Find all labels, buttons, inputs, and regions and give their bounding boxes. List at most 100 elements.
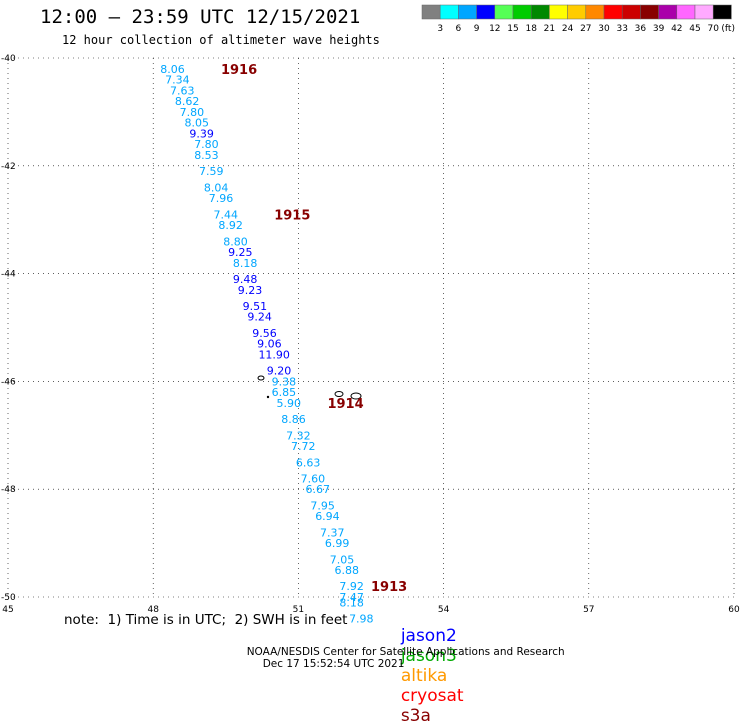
legend-swatch — [621, 4, 641, 20]
wave-height-label: 9.48 — [233, 273, 258, 286]
wave-height-label: 9.06 — [257, 338, 282, 351]
wave-height-label: 6.63 — [296, 456, 321, 469]
legend-swatch — [640, 4, 659, 20]
wave-height-label: 6.67 — [306, 483, 331, 496]
wave-height-chart: 45 48 51 54 57 60-40-42-44-46-48-50 8.067.347… — [1, 4, 740, 626]
legend-unit: (ft) — [721, 24, 735, 34]
wave-height-label: 9.56 — [252, 327, 277, 340]
legend-swatch — [676, 4, 696, 20]
legend-label: 15 — [507, 24, 518, 34]
wave-height-label: 8.05 — [185, 117, 210, 130]
legend-label: 42 — [671, 24, 682, 34]
legend-swatch — [694, 4, 714, 20]
legend-label: 3 — [437, 24, 443, 34]
footer-timestamp: Dec 17 15:52:54 UTC 2021 — [262, 658, 405, 670]
legend-label: 24 — [562, 24, 574, 34]
wave-height-label: 7.96 — [209, 192, 234, 205]
wave-height-label: 8.86 — [281, 413, 306, 426]
footer: NOAA/NESDIS Center for Satellite Applica… — [240, 634, 565, 670]
legend-label: 18 — [525, 24, 537, 34]
satellite-jason2: jason2 — [400, 626, 457, 646]
wave-height-label: 7.63 — [170, 84, 195, 97]
wave-height-label: 8.18 — [233, 257, 258, 270]
legend-label: 9 — [474, 24, 480, 34]
wave-height-label: 8.04 — [204, 181, 229, 194]
hour-label: 1915 — [274, 208, 310, 223]
wave-height-label: 9.25 — [228, 246, 253, 259]
footer-credit: NOAA/NESDIS Center for Satellite Applica… — [246, 646, 565, 658]
coastline-features — [257, 375, 362, 400]
wave-height-label: 7.92 — [339, 580, 364, 593]
x-tick-label: 48 — [147, 605, 159, 615]
wave-height-label: 7.98 — [349, 613, 374, 626]
legend-label: 36 — [635, 24, 647, 34]
wave-height-label: 6.94 — [315, 510, 340, 523]
wave-height-label: 6.99 — [325, 537, 350, 550]
wave-height-label: 7.80 — [180, 106, 205, 119]
wave-height-label: 7.80 — [194, 138, 219, 151]
x-tick-label: 45 — [2, 605, 13, 615]
y-tick-label: -48 — [1, 485, 16, 495]
grid-lines — [7, 57, 735, 598]
note-text: note: 1) Time is in UTC; 2) SWH is in fe… — [64, 612, 348, 628]
wave-height-label: 7.47 — [339, 591, 364, 604]
wave-height-label: 9.23 — [238, 284, 263, 297]
wave-height-label: 7.72 — [291, 440, 316, 453]
legend-swatch — [567, 4, 587, 20]
legend-swatch — [603, 4, 623, 20]
track-labels: 8.067.347.638.627.808.059.397.808.537.59… — [160, 63, 373, 626]
legend-swatch — [530, 4, 550, 20]
legend-swatch — [585, 4, 605, 20]
wave-height-label: 7.32 — [286, 429, 311, 442]
wave-height-label: 7.59 — [199, 165, 224, 178]
legend-swatch — [476, 4, 496, 20]
satellite-cryosat: cryosat — [400, 686, 464, 706]
wave-height-label: 9.51 — [243, 300, 268, 313]
y-tick-label: -46 — [1, 377, 16, 387]
y-tick-label: -50 — [1, 593, 16, 603]
legend-label: 27 — [580, 24, 591, 34]
wave-height-label: 9.38 — [272, 375, 297, 388]
hour-labels: 1916 1915 1914 1913 — [221, 63, 407, 595]
wave-height-label: 8.18 — [339, 596, 364, 609]
legend-swatch — [494, 4, 514, 20]
legend-swatch — [458, 4, 477, 20]
x-tick-label: 60 — [728, 605, 740, 615]
wave-height-label: 6.88 — [335, 564, 360, 577]
wave-height-label: 7.37 — [320, 526, 345, 539]
wave-height-label: 5.90 — [276, 397, 301, 410]
legend-swatch — [439, 4, 459, 20]
legend-swatch — [712, 4, 732, 20]
wave-height-label: 7.34 — [165, 74, 190, 87]
hour-label: 1914 — [327, 397, 363, 412]
legend-label: 30 — [598, 24, 610, 34]
page-title: 12:00 – 23:59 UTC 12/15/2021 — [40, 6, 361, 28]
hour-label: 1916 — [221, 63, 257, 78]
x-tick-label: 54 — [438, 605, 450, 615]
hour-label: 1913 — [371, 580, 407, 595]
axis-ticks: 45 48 51 54 57 60 -40 -42 -44 -46 -48 -50 — [1, 54, 740, 615]
legend-swatch — [658, 4, 678, 20]
wave-height-label: 8.06 — [160, 63, 185, 76]
legend-swatch — [421, 4, 441, 20]
y-tick-label: -42 — [1, 162, 16, 172]
page-subtitle: 12 hour collection of altimeter wave hei… — [62, 33, 380, 47]
x-tick-label: 51 — [293, 605, 304, 615]
legend-label: 33 — [616, 24, 627, 34]
legend-swatch — [512, 4, 532, 20]
legend-label: 6 — [456, 24, 462, 34]
wave-height-label: 8.53 — [194, 149, 219, 162]
wave-height-label: 7.95 — [310, 499, 335, 512]
wave-height-label: 8.62 — [175, 95, 200, 108]
color-legend: 3 6 9 12 15 18 21 24 27 30 33 36 39 42 45 70 (ft) — [421, 4, 735, 34]
legend-label: 45 — [689, 24, 700, 34]
wave-height-label: 9.24 — [247, 311, 272, 324]
y-tick-label: -44 — [1, 270, 16, 280]
legend-label: 70 — [707, 24, 719, 34]
wave-height-label: 9.20 — [267, 365, 292, 378]
legend-label: 21 — [544, 24, 555, 34]
wave-height-label: 11.90 — [258, 348, 290, 361]
legend-label: 39 — [653, 24, 665, 34]
legend-swatch — [549, 4, 568, 20]
x-tick-label: 57 — [583, 605, 594, 615]
